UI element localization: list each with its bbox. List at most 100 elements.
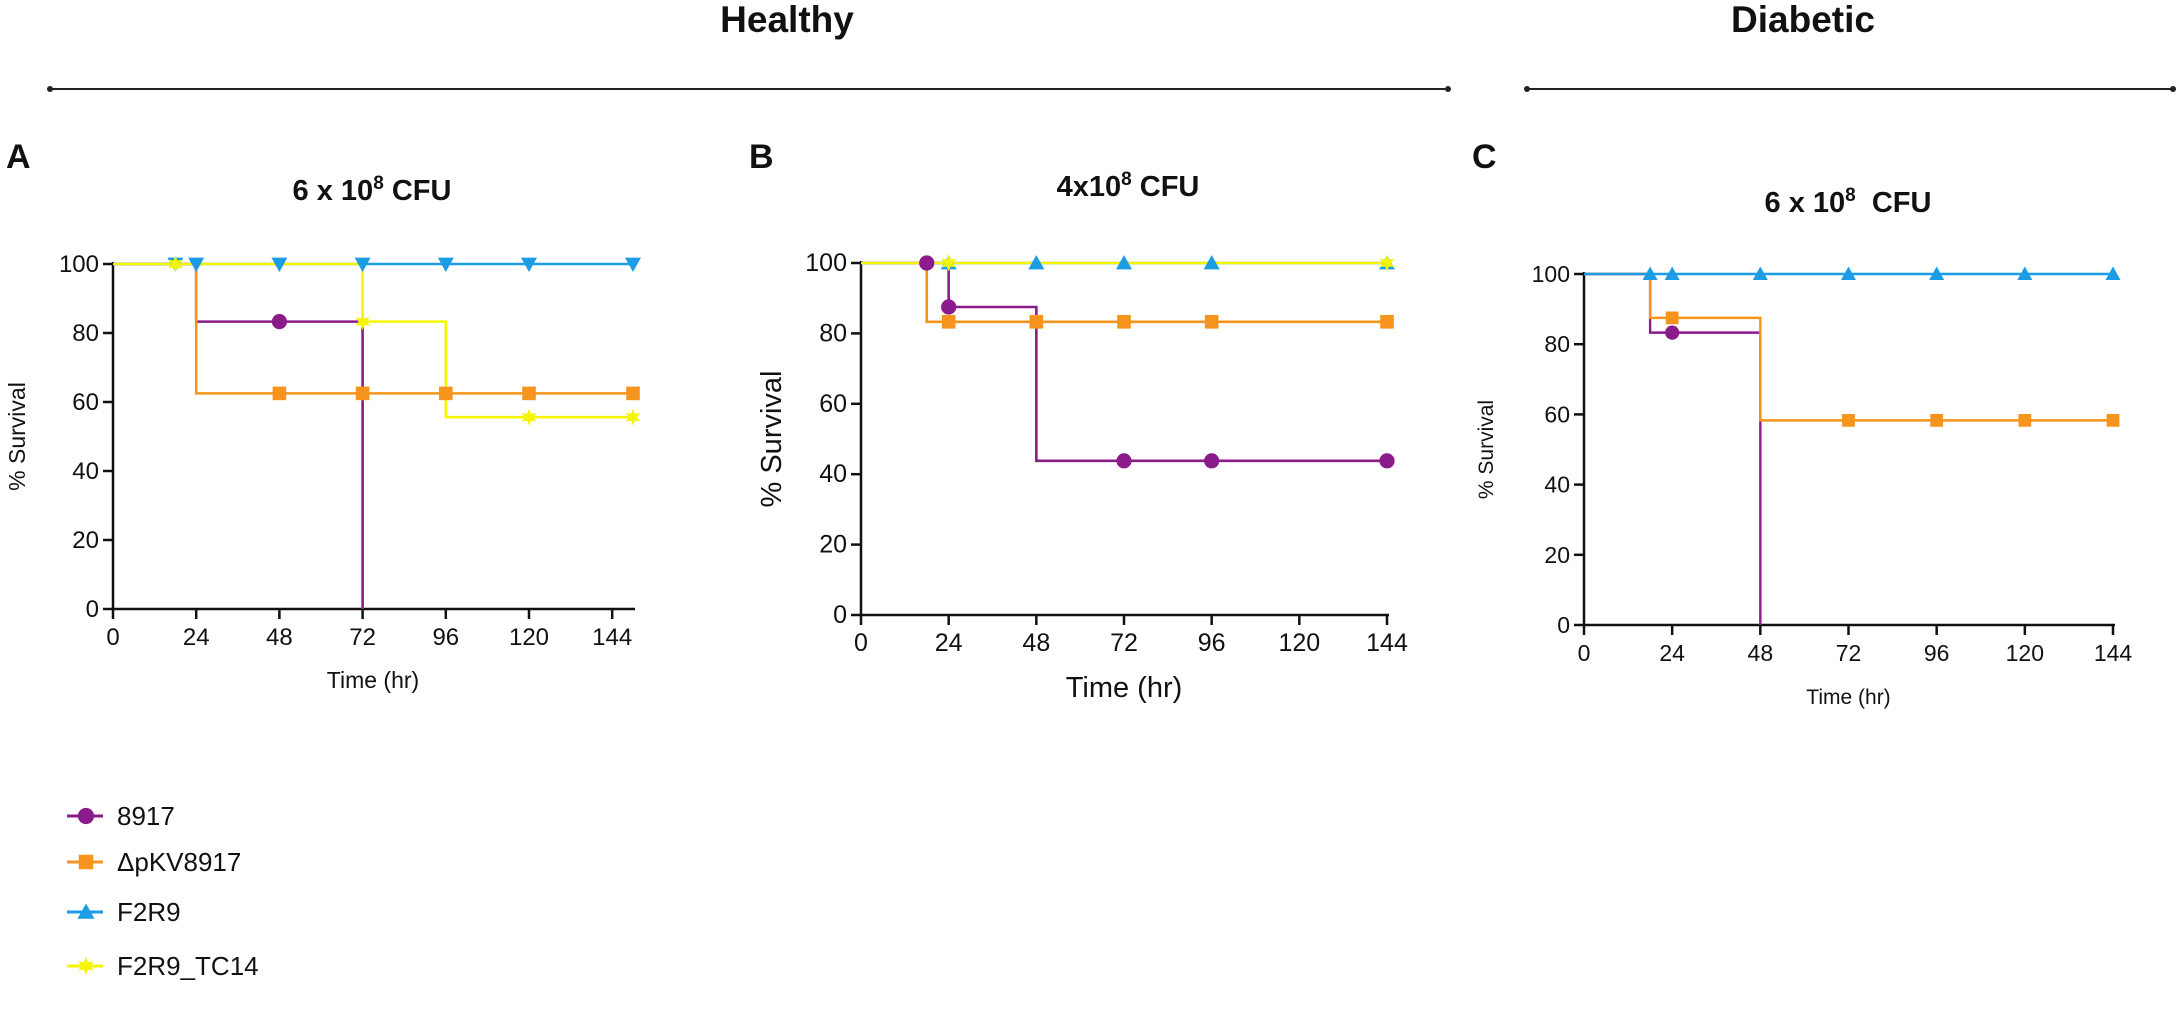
data-point-f2r9 [188,257,205,272]
chart-panel-c: 0 20 40 60 80 100 0 24 48 72 96 120 144 Time (hr) % Su… [1475,261,2132,709]
x-tick-label: 120 [2006,640,2044,666]
data-point-f2r9 [2105,266,2121,280]
title-prefix: 6 x 10 [293,175,374,207]
x-tick-label: 144 [592,624,632,651]
x-tick-label: 48 [1748,640,1774,666]
y-tick-label: 20 [1544,542,1570,568]
data-point--pkv8917 [1842,413,1855,427]
x-tick-label: 120 [509,624,549,651]
data-point--pkv8917 [1204,314,1219,329]
legend-label: F2R9_TC14 [117,951,259,981]
x-tick-label: 0 [106,624,119,651]
series-line-8917 [113,262,364,609]
data-point--pkv8917 [1665,311,1679,325]
data-point-f2r9-tc14 [168,255,183,273]
series-line--pkv8917 [113,262,633,395]
title-prefix: 4x10 [1057,171,1122,203]
panel-label-c: C [1472,138,1497,176]
x-tick-label: 72 [1110,629,1138,657]
legend-label: 8917 [117,801,175,831]
group-title-healthy: Healthy [720,0,854,40]
x-tick-label: 96 [432,624,459,651]
data-point-f2r9 [1929,266,1945,280]
data-point--pkv8917 [626,386,640,401]
y-axis-label: % Survival [1475,400,1498,499]
title-suffix: CFU [1132,171,1200,203]
data-point-f2r9 [1642,266,1658,280]
y-tick-label: 100 [805,249,847,277]
data-point--pkv8917 [1029,314,1044,329]
panel-label-a: A [6,138,31,176]
x-axis-label: Time (hr) [1066,672,1183,704]
title-suffix: CFU [1856,187,1932,219]
data-point--pkv8917 [522,386,536,401]
x-tick-label: 144 [1366,629,1408,657]
series-line-f2r9-tc14 [113,262,633,419]
series-line--pkv8917 [1584,272,2113,422]
data-point-legend-f2r9-tc14 [78,957,94,975]
data-point-f2r9 [1116,255,1132,270]
x-axis-label: Time (hr) [327,667,419,693]
data-point-f2r9 [1752,266,1768,280]
data-point--pkv8917 [2106,413,2120,427]
y-tick-label: 0 [833,601,847,629]
y-tick-label: 20 [819,531,847,559]
data-point-f2r9-tc14 [1379,254,1395,272]
data-point-f2r9 [271,257,288,272]
data-point-f2r9-tc14 [355,313,370,330]
x-tick-label: 144 [2094,640,2133,666]
data-point-f2r9-tc14 [941,254,956,272]
data-point-f2r9 [2017,266,2033,280]
data-point--pkv8917 [1930,413,1944,427]
x-tick-label: 24 [1659,640,1685,666]
legend-label: ΔpKV8917 [117,847,241,877]
y-tick-label: 40 [819,460,847,488]
data-point-f2r9 [1664,266,1680,280]
data-point-f2r9 [437,257,454,272]
y-tick-label: 100 [59,251,99,278]
series-line-8917 [861,261,1387,463]
data-point-f2r9-tc14 [625,408,641,426]
y-axis-label: % Survival [756,371,788,508]
data-point--pkv8917 [272,386,287,401]
title-prefix: 6 x 10 [1765,187,1846,219]
x-tick-label: 0 [854,629,868,657]
x-tick-label: 72 [349,624,376,651]
group-bracket-end [1445,86,1451,92]
x-tick-label: 24 [935,629,963,657]
panel-label-b: B [749,138,774,176]
y-tick-label: 40 [72,458,99,485]
y-axis-label: % Survival [4,382,30,491]
panel-title-c: 6 x 108 CFU [1765,185,1932,219]
x-tick-label: 24 [183,624,210,651]
legend: 8917 ΔpKV8917 F2R9 F2R9_TC14 [67,801,259,981]
y-tick-label: 40 [1544,472,1570,498]
data-point--pkv8917 [941,314,956,329]
data-point-8917 [1204,453,1220,469]
title-exponent: 8 [373,173,384,194]
x-tick-label: 48 [266,624,293,651]
data-point--pkv8917 [439,386,453,401]
x-tick-label: 96 [1198,629,1226,657]
data-point--pkv8917 [1380,314,1394,329]
y-tick-label: 0 [1557,612,1570,638]
series-line--pkv8917 [861,261,1387,324]
data-point-f2r9 [1841,266,1856,280]
y-tick-label: 60 [72,389,99,416]
x-tick-label: 120 [1278,629,1320,657]
y-tick-label: 80 [819,319,847,347]
data-point-8917 [941,299,957,315]
data-point-8917 [1379,453,1395,469]
x-axis-label: Time (hr) [1806,686,1890,709]
data-point-f2r9 [1028,255,1045,270]
data-point-f2r9 [625,257,641,272]
data-point-f2r9 [1203,255,1220,270]
data-point-legend-pkv8917 [78,854,94,870]
data-point-8917 [1116,453,1132,469]
data-point-f2r9 [354,257,371,272]
x-tick-label: 0 [1578,640,1591,666]
data-point--pkv8917 [2018,413,2032,427]
data-point-legend-f2r9 [77,903,95,919]
x-tick-label: 72 [1836,640,1862,666]
